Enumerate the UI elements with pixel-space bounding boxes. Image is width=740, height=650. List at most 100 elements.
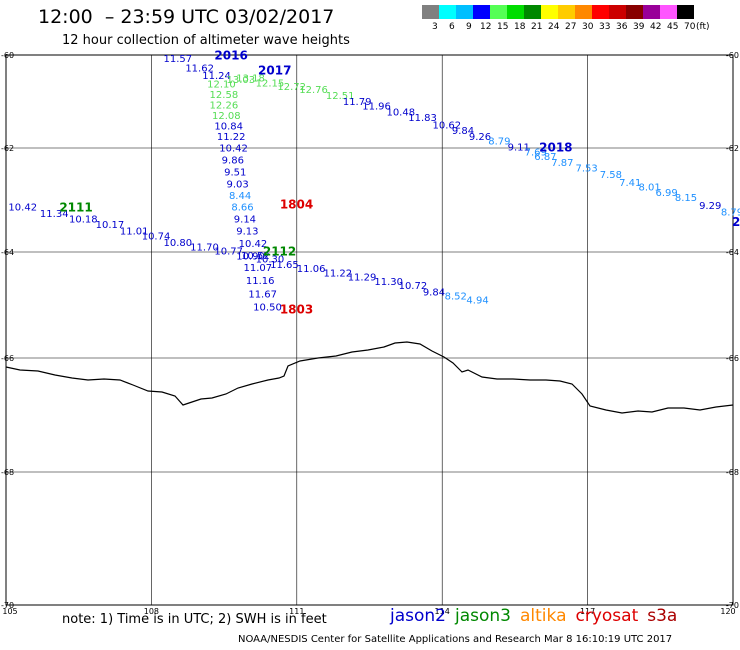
y-tick-label-right: -70 (726, 601, 739, 610)
wave-height-value: 10.18 (69, 214, 98, 225)
legend-label: 21 (531, 22, 543, 32)
wave-height-value: 12.08 (212, 111, 241, 122)
x-tick-label: 120 (720, 607, 735, 616)
y-tick-label-right: -66 (726, 354, 739, 363)
antarctic-coastline (5, 341, 734, 414)
credit-line: NOAA/NESDIS Center for Satellite Applica… (238, 634, 673, 645)
satellite-name: cryosat (575, 606, 639, 626)
legend-swatch (524, 5, 541, 19)
x-tick-label: 105 (2, 607, 17, 616)
wave-height-value: 11.01 (120, 226, 149, 237)
wave-height-value: 10.42 (219, 144, 248, 155)
legend-label: 39 (633, 22, 645, 32)
wave-height-value: 7.58 (600, 170, 622, 181)
y-tick-label-left: -64 (1, 248, 14, 257)
track-id-label: 2016 (214, 49, 247, 63)
wave-height-value: 11.79 (343, 97, 372, 108)
wave-height-value: 10.30 (256, 255, 285, 266)
y-tick-label-right: -64 (726, 248, 739, 257)
note-text: note: 1) Time is in UTC; 2) SWH is in fe… (62, 612, 327, 627)
wave-height-value: 12.72 (277, 82, 306, 93)
wave-height-values: 11.5711.6211.2412.1012.5812.2612.0810.84… (8, 54, 740, 313)
wave-height-value: 10.42 (239, 239, 268, 250)
map-frame (5, 54, 734, 606)
legend-label: 18 (514, 22, 526, 32)
legend-label: 30 (582, 22, 594, 32)
wave-height-value: 10.84 (214, 121, 243, 132)
wave-height-value: 13.18 (236, 74, 265, 85)
wave-height-value: 11.83 (408, 113, 437, 124)
wave-height-value: 7.87 (551, 158, 573, 169)
wave-height-value: 8.52 (445, 292, 467, 303)
wave-height-value: 10.72 (399, 281, 428, 292)
wave-height-value: 4.94 (466, 295, 488, 306)
wave-height-value: 12.51 (326, 91, 355, 102)
wave-height-value: 12.15 (256, 79, 285, 90)
wave-height-value: 7.41 (619, 178, 641, 189)
track-id-label: 2018 (539, 141, 572, 155)
legend-label: 36 (616, 22, 628, 32)
legend-swatch (592, 5, 609, 19)
legend-swatch (422, 5, 439, 19)
legend-swatch (507, 5, 524, 19)
wave-height-value: 9.51 (224, 168, 246, 179)
wave-height-value: 6.99 (655, 188, 677, 199)
wave-height-value: 8.01 (638, 183, 660, 194)
wave-height-value: 11.29 (348, 273, 377, 284)
track-id-label: 2 (732, 215, 740, 229)
wave-height-value: 11.30 (374, 277, 403, 288)
track-id-labels: 2016 2017 2018 2111 2112 1804 1803 2 (59, 49, 740, 317)
legend-swatch (473, 5, 490, 19)
wave-height-value: 11.57 (164, 54, 193, 65)
y-tick-label-right: -68 (726, 468, 739, 477)
legend-label: 3 (432, 22, 438, 32)
legend-label: 12 (480, 22, 492, 32)
legend-unit: (ft) (696, 22, 710, 32)
satellite-name: jason2 (390, 606, 446, 626)
wave-height-value: 12.76 (299, 85, 328, 96)
legend-swatch (626, 5, 643, 19)
wave-height-value: 9.03 (227, 180, 249, 191)
x-tick-label: 117 (580, 607, 595, 616)
wave-height-value: 11.65 (270, 260, 299, 271)
wave-height-value: 11.96 (362, 101, 391, 112)
track-id-label: 2112 (263, 245, 296, 259)
gridlines (5, 54, 734, 606)
wave-height-value: 9.86 (222, 156, 244, 167)
wave-height-value: 10.77 (214, 247, 243, 258)
legend-label: 6 (449, 22, 455, 32)
legend-swatch (643, 5, 660, 19)
wave-height-value: 8.79 (721, 208, 740, 219)
wave-height-value: 9.13 (236, 226, 258, 237)
legend-label: 45 (667, 22, 679, 32)
track-id-label: 2017 (258, 64, 291, 78)
legend-swatch (456, 5, 473, 19)
legend-swatch (575, 5, 592, 19)
wave-height-value: 10.62 (433, 120, 462, 131)
wave-height-value: 12.26 (210, 100, 239, 111)
wave-height-value: 8.15 (675, 193, 697, 204)
wave-height-value: 9.84 (452, 126, 474, 137)
satellite-key: jason2 jason3 altika cryosat s3a (390, 606, 686, 626)
x-tick-label: 111 (289, 607, 304, 616)
wave-height-value: 12.58 (210, 90, 239, 101)
wave-height-value: 10.50 (253, 302, 282, 313)
satellite-name: altika (520, 606, 567, 626)
legend-label: 24 (548, 22, 560, 32)
legend-label: 27 (565, 22, 577, 32)
wave-height-value: 10.17 (96, 220, 125, 231)
map-subtitle: 12 hour collection of altimeter wave hei… (62, 33, 350, 48)
track-id-label: 1803 (280, 302, 313, 316)
wave-height-value: 7.69 (525, 147, 547, 158)
wave-height-value: 11.62 (185, 63, 214, 74)
wave-height-value: 9.84 (423, 287, 445, 298)
wave-height-value: 11.70 (190, 242, 219, 253)
legend-swatch (677, 5, 694, 19)
satellite-name: jason3 (455, 606, 511, 626)
wave-height-value: 7.53 (575, 163, 597, 174)
wave-height-value: 11.16 (246, 276, 275, 287)
track-id-label: 1804 (280, 197, 313, 211)
satellite-name: s3a (647, 606, 678, 626)
y-tick-label-left: -62 (1, 144, 14, 153)
legend-label: 15 (497, 22, 509, 32)
